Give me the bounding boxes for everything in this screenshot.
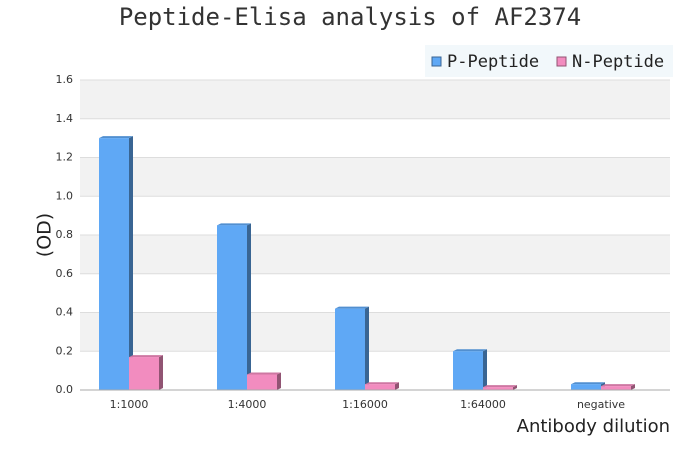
- bar-side: [483, 349, 487, 390]
- bar-top: [365, 382, 399, 385]
- bar-side: [513, 385, 517, 390]
- bar-top: [335, 306, 369, 309]
- bar-side: [277, 372, 281, 390]
- bar-side: [395, 382, 399, 390]
- y-tick-label: 0.2: [56, 344, 74, 357]
- y-tick-label: 1.6: [56, 73, 74, 86]
- bar-top: [453, 349, 487, 352]
- y-tick-label: 0.0: [56, 383, 74, 396]
- bar: [571, 384, 601, 390]
- y-tick-label: 1.0: [56, 189, 74, 202]
- bar-side: [159, 355, 163, 390]
- x-tick-label: 1:16000: [342, 398, 388, 411]
- y-tick-label: 0.4: [56, 306, 74, 319]
- legend-label: P-Peptide: [447, 52, 539, 72]
- x-axis-label: Antibody dilution: [517, 416, 670, 437]
- grid-band: [80, 80, 670, 119]
- x-tick-label: 1:1000: [110, 398, 149, 411]
- bar: [335, 308, 365, 390]
- bar-side: [247, 223, 251, 390]
- bar: [99, 138, 129, 390]
- bar-side: [365, 306, 369, 390]
- x-tick-label: 1:4000: [228, 398, 267, 411]
- bar: [129, 357, 159, 390]
- legend-background: [425, 45, 673, 77]
- bar-side: [631, 384, 635, 390]
- y-tick-label: 1.2: [56, 151, 74, 164]
- legend-label: N-Peptide: [572, 52, 664, 72]
- bar: [217, 225, 247, 390]
- x-tick-label: 1:64000: [460, 398, 506, 411]
- legend-swatch: [556, 56, 567, 67]
- grid-band: [80, 235, 670, 274]
- bar-top: [601, 384, 635, 387]
- chart-title: Peptide-Elisa analysis of AF2374: [119, 3, 581, 31]
- y-tick-label: 0.6: [56, 267, 74, 280]
- bar-top: [483, 385, 517, 388]
- grid-band: [80, 157, 670, 197]
- bar: [247, 374, 277, 390]
- bar-side: [129, 136, 133, 390]
- bar-top: [247, 372, 281, 375]
- bar-top: [217, 223, 251, 226]
- x-tick-label: negative: [577, 398, 625, 411]
- bar: [453, 351, 483, 390]
- legend-swatch: [431, 56, 442, 67]
- y-tick-label: 0.8: [56, 228, 74, 241]
- y-tick-label: 1.4: [56, 112, 74, 125]
- bar: [601, 386, 631, 390]
- y-axis-label: (OD): [34, 213, 56, 257]
- grid-band: [80, 312, 670, 352]
- bar-top: [571, 382, 605, 385]
- bar: [483, 387, 513, 390]
- bar: [365, 384, 395, 390]
- bar-top: [129, 355, 163, 358]
- bar-top: [99, 136, 133, 139]
